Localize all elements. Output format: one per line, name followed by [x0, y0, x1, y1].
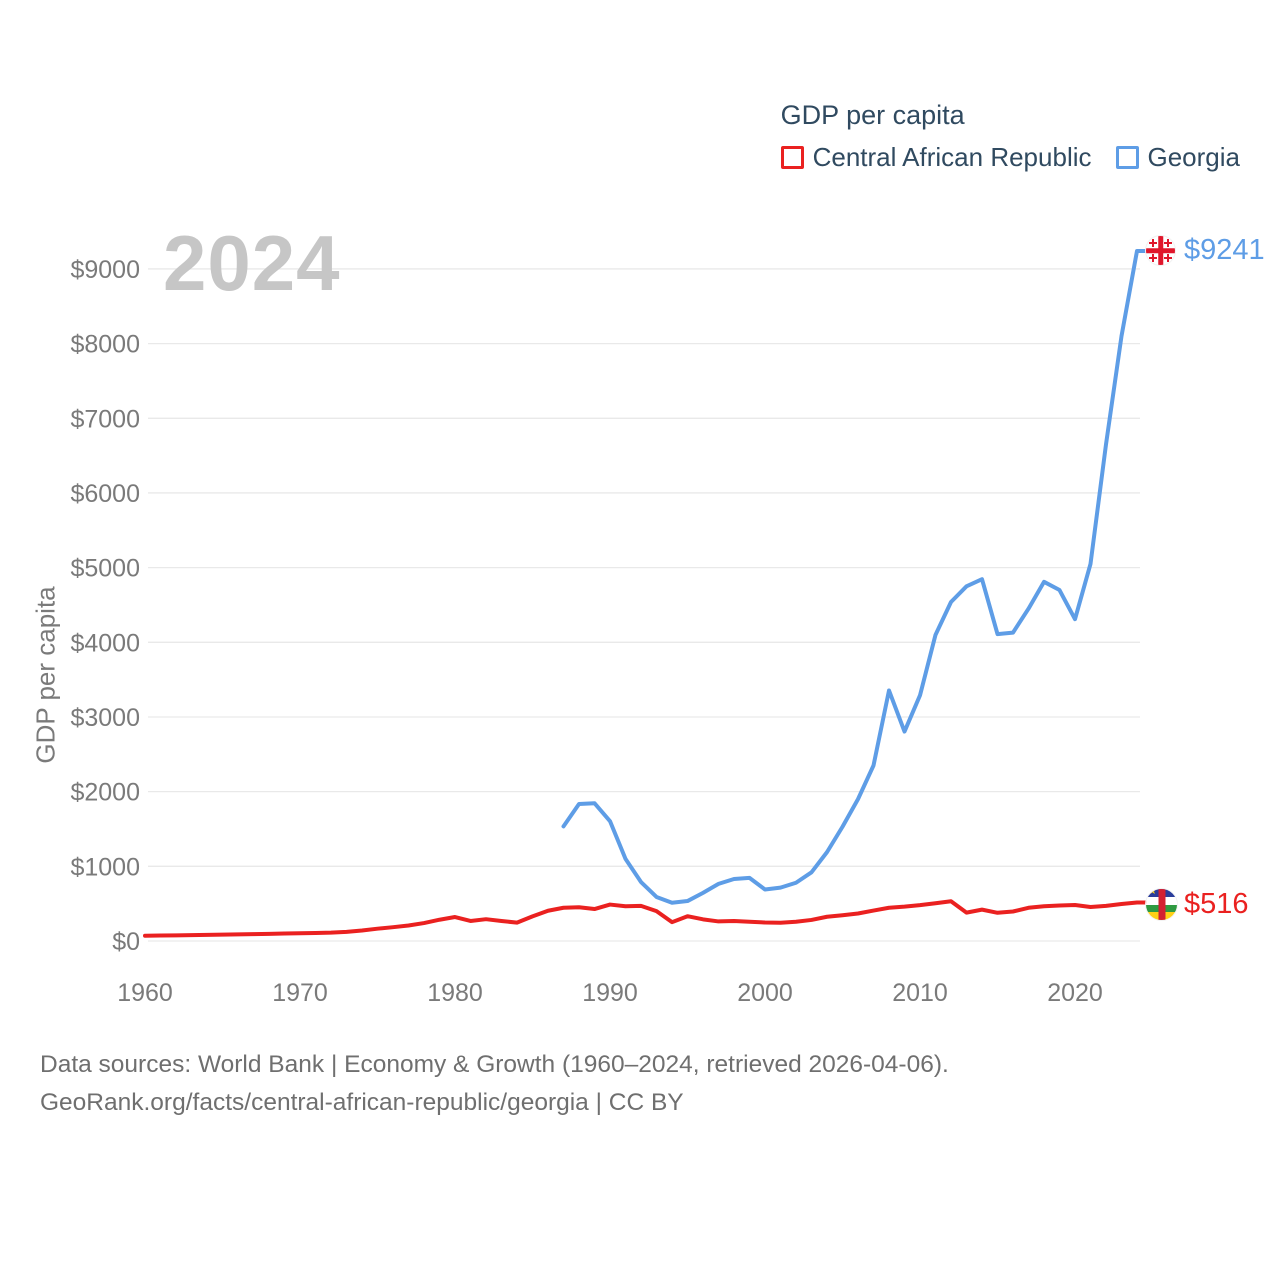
georgia-flag-mini-cross — [1149, 239, 1157, 247]
y-tick-label: $0 — [112, 928, 140, 956]
car-flag-star: ★ — [1148, 889, 1157, 897]
x-tick-label: 1960 — [117, 979, 173, 1007]
y-tick-label: $8000 — [70, 331, 140, 359]
georgia-flag-mini-cross — [1164, 239, 1172, 247]
y-tick-label: $5000 — [70, 555, 140, 583]
legend-label-car: Central African Republic — [812, 142, 1092, 172]
x-tick-label: 2000 — [737, 979, 793, 1007]
georgia-end-value: $9241 — [1184, 234, 1265, 266]
car-flag-icon: ★ — [1146, 889, 1177, 920]
georgia-flag-vertical-bar — [1157, 236, 1164, 265]
georgia-line[interactable] — [561, 248, 1149, 905]
data-sources-line: Data sources: World Bank | Economy & Gro… — [40, 1051, 949, 1078]
y-tick-label: $2000 — [70, 779, 140, 807]
car-line[interactable] — [143, 899, 1149, 938]
y-tick-label: $4000 — [70, 629, 140, 657]
legend-title: GDP per capita — [780, 100, 965, 130]
legend-items: Central African Republic Georgia — [780, 142, 1241, 173]
chart-legend: GDP per capita Central African Republic … — [780, 100, 1241, 173]
y-tick-label: $9000 — [70, 256, 140, 284]
georgia-series-swatch — [1115, 146, 1139, 169]
attribution-line: GeoRank.org/facts/central-african-republ… — [40, 1088, 684, 1116]
chart-footer: Data sources: World Bank | Economy & Gro… — [40, 1046, 949, 1122]
legend-item-central-african-republic[interactable]: Central African Republic — [780, 142, 1092, 173]
year-watermark: 2024 — [163, 219, 341, 307]
georgia-flag-mini-cross — [1164, 254, 1172, 262]
legend-item-georgia[interactable]: Georgia — [1115, 142, 1241, 173]
legend-label-georgia: Georgia — [1147, 142, 1241, 172]
x-tick-label: 2020 — [1047, 979, 1103, 1007]
y-tick-label: $3000 — [70, 704, 140, 732]
car-end-value: $516 — [1184, 888, 1249, 920]
x-tick-label: 1990 — [582, 979, 638, 1007]
y-axis-title: GDP per capita — [30, 586, 61, 764]
y-tick-label: $7000 — [70, 405, 140, 433]
x-tick-label: 1970 — [272, 979, 328, 1007]
georgia-flag-mini-cross — [1149, 254, 1157, 262]
x-tick-label: 2010 — [892, 979, 948, 1007]
georgia-flag-icon — [1146, 236, 1175, 265]
y-tick-label: $6000 — [70, 480, 140, 508]
x-tick-label: 1980 — [427, 979, 483, 1007]
car-series-swatch — [780, 146, 804, 169]
y-tick-label: $1000 — [70, 853, 140, 881]
